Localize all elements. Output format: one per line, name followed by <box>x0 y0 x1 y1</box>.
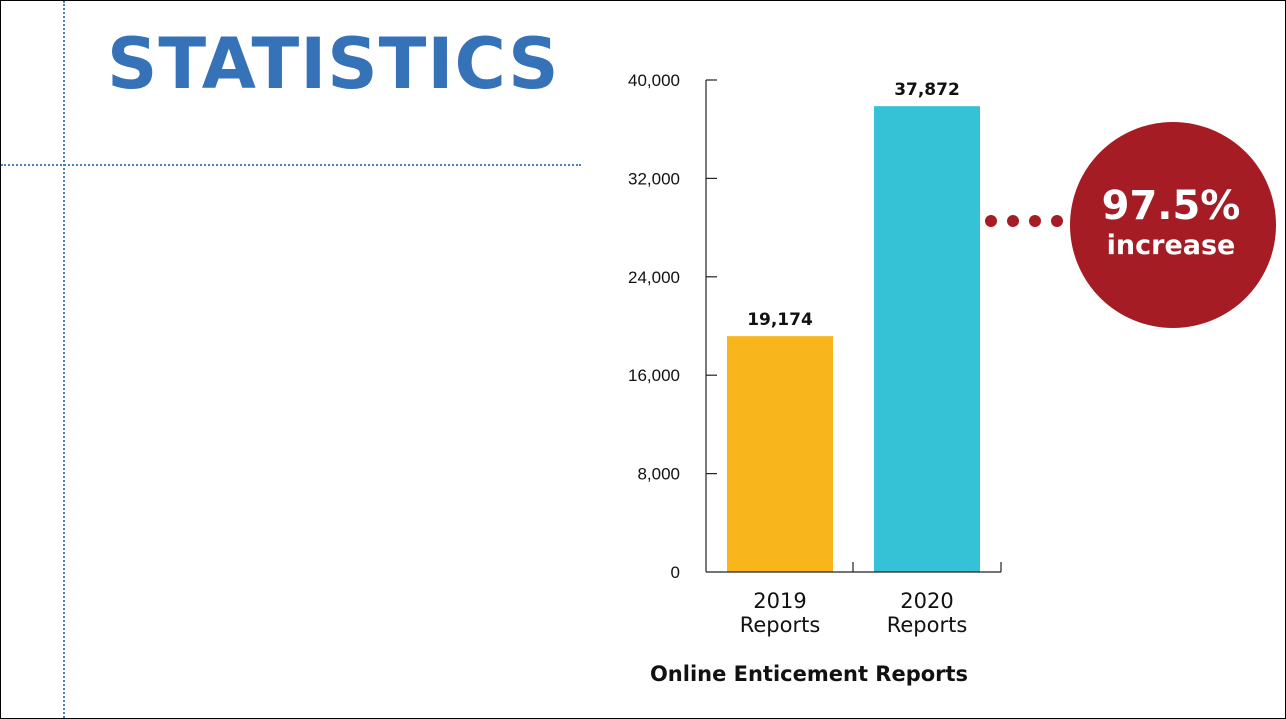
bars: 19,174 37,872 <box>727 80 980 572</box>
x-category-label: 2020 Reports <box>887 589 968 637</box>
callout-percent: 97.5% <box>1102 183 1241 229</box>
y-tick-label: 16,000 <box>628 366 680 385</box>
callout-circle <box>1070 122 1276 328</box>
bar <box>874 106 980 572</box>
callout-label: increase <box>1107 230 1236 261</box>
x-category-line: Reports <box>887 613 968 637</box>
bar <box>727 336 833 572</box>
connector-dot <box>1051 215 1063 227</box>
connector-dot <box>1007 215 1019 227</box>
y-tick-label: 24,000 <box>628 268 680 287</box>
y-axis-ticks: 0 8,000 16,000 24,000 32,000 40,000 <box>628 71 717 582</box>
y-tick-label: 0 <box>671 563 680 582</box>
increase-callout: 97.5% increase <box>985 122 1276 328</box>
x-category-line: 2019 <box>753 589 806 613</box>
y-tick-label: 8,000 <box>637 465 680 484</box>
bar-value-label: 37,872 <box>894 80 960 100</box>
slide-title: STATISTICS <box>107 23 560 105</box>
horizontal-dotted-guide <box>1 164 581 166</box>
x-category-line: Reports <box>740 613 821 637</box>
x-axis-label: Online Enticement Reports <box>650 662 968 686</box>
connector-dot <box>1029 215 1041 227</box>
y-tick-label: 40,000 <box>628 71 680 90</box>
x-category-label: 2019 Reports <box>740 589 821 637</box>
connector-dot <box>985 215 997 227</box>
x-category-line: 2020 <box>900 589 953 613</box>
y-tick-label: 32,000 <box>628 169 680 188</box>
bar-value-label: 19,174 <box>747 310 813 330</box>
vertical-dotted-guide <box>63 1 65 718</box>
